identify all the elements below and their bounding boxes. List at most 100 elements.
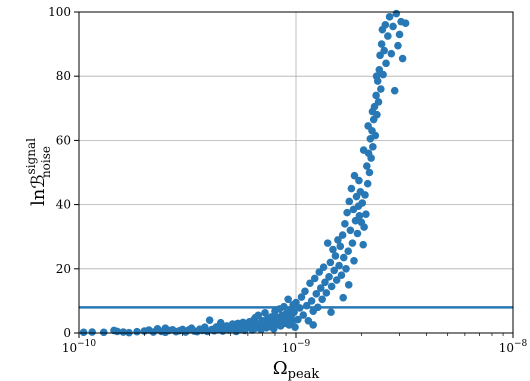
data-point	[336, 242, 345, 251]
data-point	[339, 293, 347, 302]
data-point	[362, 210, 370, 219]
data-point	[364, 122, 372, 130]
data-point	[335, 261, 343, 270]
data-point	[291, 323, 299, 332]
data-point	[372, 91, 380, 100]
data-point	[384, 32, 392, 40]
data-point	[310, 274, 319, 283]
data-point	[389, 22, 397, 31]
x-axis-label: Ωpeak	[273, 358, 320, 381]
data-point	[331, 252, 340, 260]
data-point	[280, 302, 288, 311]
data-point	[344, 281, 353, 289]
data-point	[161, 324, 170, 332]
x-ticks: 10−10 10−9 10−8	[62, 333, 528, 355]
data-point	[377, 40, 386, 48]
y-tick-label: 80	[56, 69, 71, 83]
data-point	[343, 208, 351, 217]
data-point	[306, 279, 314, 288]
data-point	[316, 284, 325, 292]
data-point	[361, 191, 369, 199]
svg-text:lnℬsignalnoise: lnℬsignalnoise	[24, 138, 53, 206]
data-point	[347, 184, 356, 193]
data-point	[377, 85, 385, 93]
data-point	[327, 308, 335, 316]
data-point	[369, 143, 377, 151]
data-point	[299, 311, 308, 319]
data-point	[88, 328, 96, 336]
data-points	[79, 9, 410, 337]
y-axis-label-sub: noise	[39, 146, 53, 178]
data-point	[372, 72, 381, 80]
data-point	[205, 316, 214, 324]
data-point	[99, 328, 108, 337]
y-tick-label: 60	[56, 133, 71, 147]
data-point	[302, 301, 311, 310]
data-point	[382, 59, 390, 68]
data-point	[338, 231, 347, 239]
data-point	[119, 328, 128, 336]
x-tick-label: 10−10	[62, 339, 97, 355]
y-axis-label: lnℬsignalnoise	[24, 138, 53, 206]
y-tick-label: 40	[56, 198, 71, 212]
data-point	[309, 321, 317, 329]
data-point	[322, 289, 331, 297]
data-point	[381, 21, 390, 29]
data-point	[355, 212, 364, 220]
data-point	[359, 146, 368, 154]
data-point	[394, 41, 402, 50]
data-point	[358, 199, 367, 207]
data-point	[345, 197, 354, 206]
data-point	[368, 107, 377, 116]
data-point	[367, 154, 375, 162]
data-point	[295, 304, 304, 312]
data-point	[348, 239, 357, 247]
data-point	[325, 273, 333, 281]
data-point	[401, 19, 410, 28]
data-point	[292, 298, 300, 307]
data-point	[313, 303, 322, 312]
data-point	[318, 295, 326, 304]
data-point	[332, 276, 341, 284]
data-point	[79, 328, 88, 337]
data-point	[321, 278, 329, 287]
data-point	[353, 229, 362, 238]
data-point	[342, 265, 350, 273]
data-point	[379, 70, 387, 79]
data-point	[113, 327, 122, 336]
data-point	[363, 179, 372, 188]
data-point	[339, 253, 348, 262]
data-point	[355, 176, 363, 185]
data-point	[330, 266, 339, 275]
data-point	[363, 162, 371, 170]
data-point	[359, 240, 367, 249]
data-point	[290, 308, 298, 316]
data-point	[350, 256, 358, 265]
x-tick-label: 10−9	[282, 339, 311, 355]
y-axis-label-sup: signal	[24, 138, 38, 175]
x-axis-label-main: Ω	[273, 358, 288, 379]
data-point	[288, 317, 296, 326]
data-point	[323, 239, 332, 247]
data-point	[344, 247, 352, 255]
data-point	[251, 313, 260, 322]
data-point	[385, 13, 394, 21]
data-point	[380, 46, 389, 55]
data-point	[341, 220, 349, 228]
data-point	[390, 86, 399, 95]
x-axis-label-sub: peak	[288, 367, 320, 381]
data-point	[395, 30, 404, 39]
data-point	[312, 290, 321, 298]
data-point	[284, 295, 292, 304]
x-tick-label: 10−8	[499, 339, 528, 355]
data-point	[297, 293, 306, 301]
data-point	[398, 54, 407, 63]
y-tick-label: 100	[48, 5, 71, 19]
data-point	[387, 49, 396, 58]
data-point	[319, 263, 328, 271]
data-point	[329, 245, 337, 254]
y-tick-label: 20	[56, 262, 71, 276]
data-point	[294, 315, 302, 324]
y-axis-label-main: lnℬ	[28, 174, 49, 206]
data-point	[360, 223, 368, 231]
